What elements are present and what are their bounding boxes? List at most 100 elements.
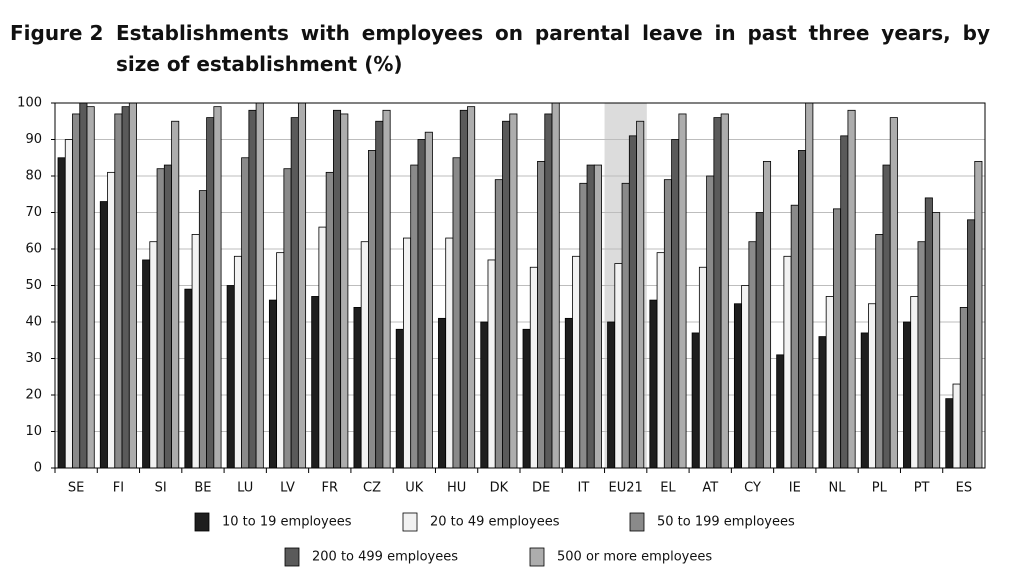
bar [614,263,623,469]
bar [741,285,750,469]
x-tick-label: BE [194,481,211,496]
bar [353,306,362,469]
bar [798,150,807,469]
bar [671,139,680,469]
bar [621,182,630,469]
bar [875,233,884,469]
bar [564,317,573,469]
bar [290,117,299,469]
bar [114,113,123,469]
bar [720,113,729,469]
bar [691,332,700,469]
legend-swatch [194,512,210,532]
y-tick-label: 80 [25,169,42,184]
bar [882,164,891,469]
x-tick-label: HU [447,481,466,496]
bar [593,164,602,469]
bar [340,113,349,469]
bar [142,259,151,469]
bar [840,135,849,469]
bar [156,168,165,469]
bar [276,252,285,469]
bar [656,252,665,469]
x-tick-label: SE [68,481,84,496]
bar [790,204,799,469]
bar [332,109,342,469]
bar [248,109,257,469]
x-tick-label: DE [532,481,550,496]
legend-label: 500 or more employees [557,550,712,565]
bar [107,171,116,469]
bar [776,354,785,469]
bar [311,296,320,469]
bar [467,106,476,469]
bar [847,109,856,469]
bar [206,117,215,469]
bar [825,296,834,469]
bar [438,317,447,469]
bar [191,233,200,469]
figure-label: Figure 2 [10,21,104,45]
bar [382,109,391,469]
y-tick-label: 50 [25,278,42,293]
bar [502,120,511,469]
x-tick-label: DK [490,481,509,496]
legend-swatch [529,547,545,567]
bar [226,285,235,469]
bar [762,160,772,469]
bar [544,113,553,469]
x-tick-label: PT [914,481,930,496]
y-tick-label: 60 [25,242,42,257]
bar [952,383,961,469]
bar [783,255,792,469]
x-tick-label: IE [789,481,801,496]
bar [86,106,95,469]
y-tick-label: 10 [25,424,42,439]
bar [318,226,327,469]
x-tick-label: EU21 [609,481,643,496]
bar [903,321,912,469]
x-tick-label: SI [155,481,167,496]
x-tick-label: CY [744,481,761,496]
x-tick-label: IT [578,481,590,496]
bar [149,241,158,469]
bar [678,113,687,469]
bar [325,171,334,469]
y-tick-label: 0 [34,461,42,476]
bar [910,296,919,469]
bar [64,139,73,469]
bar [733,303,743,469]
bar [283,168,292,469]
x-tick-label: AT [702,481,718,496]
x-tick-label: NL [829,481,847,496]
bar [748,241,757,469]
header: Figure 2 Establishments with employees o… [10,18,990,80]
bar [163,164,172,469]
x-tick-label: FR [322,481,339,496]
bar [128,102,137,469]
bar [698,266,708,469]
x-tick-label: EL [660,481,676,496]
bar [932,212,941,469]
legend-label: 10 to 19 employees [222,515,352,530]
bar [551,102,560,469]
legend-swatch [629,512,645,532]
bar [184,288,193,469]
x-tick-label: CZ [363,481,381,496]
bar [649,299,658,469]
x-tick-label: UK [405,481,424,496]
bar [713,117,722,469]
bar [452,157,461,469]
bar [417,139,426,469]
bar [121,106,130,469]
legend-label: 50 to 199 employees [657,515,795,530]
bar [233,255,243,469]
bar [706,175,715,469]
bar [198,190,207,469]
bar [255,102,264,469]
x-tick-label: ES [956,481,972,496]
bar [868,303,877,469]
bar [586,164,595,469]
